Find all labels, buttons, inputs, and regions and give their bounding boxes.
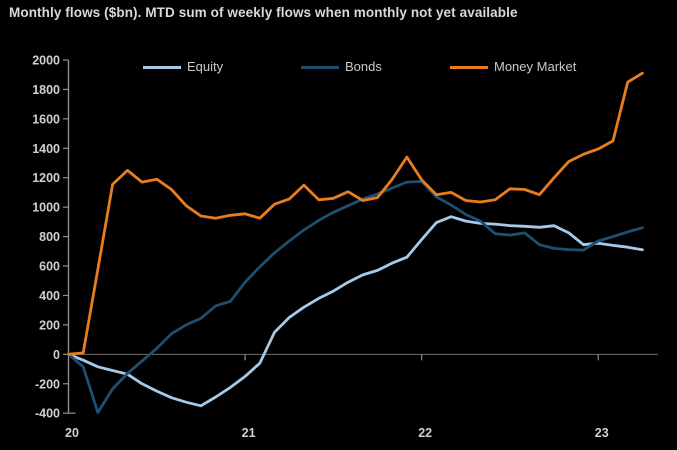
- x-tick-label: 20: [65, 426, 79, 440]
- legend-label-bonds: Bonds: [345, 59, 382, 74]
- legend-label-equity: Equity: [187, 59, 224, 74]
- legend-item-bonds: Bonds: [301, 60, 382, 74]
- bonds-line: [67, 179, 644, 414]
- y-tick-label: 1400: [32, 142, 60, 156]
- money-market-line-swatch: [450, 65, 488, 69]
- y-tick-label: 200: [39, 318, 60, 332]
- x-tick-label: 21: [242, 426, 256, 440]
- bonds-line-swatch: [301, 65, 339, 69]
- equity-line: [67, 215, 644, 408]
- y-tick-label: 1000: [32, 201, 60, 215]
- y-tick-label: 600: [39, 260, 60, 274]
- y-tick-label: 2000: [32, 54, 60, 68]
- y-tick-label: 800: [39, 230, 60, 244]
- y-tick-label: 1200: [32, 171, 60, 185]
- y-tick-label: 0: [53, 348, 60, 362]
- y-tick-label: 400: [39, 289, 60, 303]
- x-tick-label: 22: [418, 426, 432, 440]
- legend-label-money-market: Money Market: [494, 59, 577, 74]
- equity-line-swatch: [143, 65, 181, 69]
- legend-item-equity: Equity: [143, 60, 223, 74]
- x-tick-label: 23: [595, 426, 609, 440]
- y-tick-label: -400: [35, 407, 60, 421]
- money-market-line: [67, 71, 644, 356]
- y-tick-label: 1800: [32, 83, 60, 97]
- y-tick-label: -200: [35, 377, 60, 391]
- chart-title: Monthly flows ($bn). MTD sum of weekly f…: [9, 5, 518, 20]
- y-tick-label: 1600: [32, 112, 60, 126]
- legend-item-money-market: Money Market: [450, 60, 576, 74]
